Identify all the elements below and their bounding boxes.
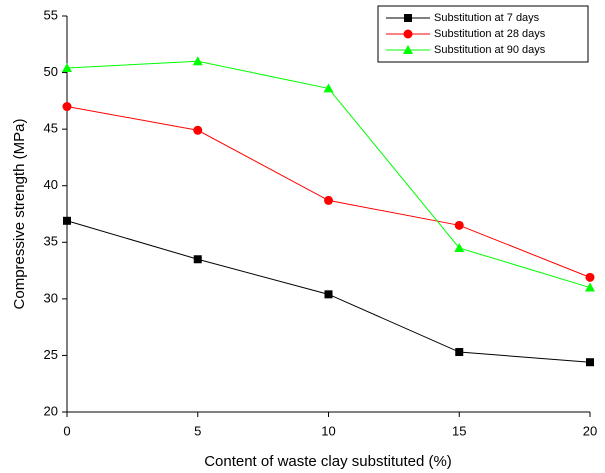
y-tick-label: 30 (44, 290, 58, 305)
marker (193, 255, 202, 264)
marker (62, 102, 72, 112)
legend-label: Substitution at 7 days (434, 12, 540, 24)
marker (585, 282, 595, 292)
y-tick-label: 25 (44, 347, 58, 362)
y-tick-label: 40 (44, 177, 58, 192)
marker (324, 290, 333, 299)
x-tick-label: 15 (452, 423, 466, 438)
marker (63, 216, 71, 225)
y-axis-title: Compressive strength (MPa) (11, 119, 28, 310)
marker (403, 45, 413, 54)
marker (192, 56, 203, 66)
marker (324, 195, 333, 205)
marker (586, 358, 594, 367)
marker (454, 220, 464, 230)
x-axis-title: Content of waste clay substituted (%) (204, 453, 452, 470)
marker (193, 125, 203, 135)
y-tick-label: 35 (44, 234, 58, 249)
x-tick-label: 10 (321, 423, 335, 438)
x-tick-label: 20 (583, 423, 597, 438)
marker (585, 272, 595, 282)
series-line (66, 60, 591, 289)
marker (404, 14, 412, 22)
series-line (66, 106, 591, 278)
marker (454, 242, 465, 252)
marker (62, 63, 72, 73)
legend-label: Substitution at 28 days (434, 28, 546, 40)
marker (403, 29, 413, 39)
y-tick-label: 45 (44, 121, 58, 136)
x-tick-label: 0 (63, 423, 70, 438)
legend: Substitution at 7 days Substitution at 28… (377, 5, 589, 63)
y-tick-label: 55 (44, 7, 58, 22)
marker (323, 83, 334, 93)
y-tick-label: 20 (44, 403, 58, 418)
x-tick-label: 5 (194, 423, 201, 438)
legend-label: Substitution at 90 days (434, 44, 546, 56)
marker (455, 348, 464, 357)
y-tick-label: 50 (44, 64, 58, 79)
